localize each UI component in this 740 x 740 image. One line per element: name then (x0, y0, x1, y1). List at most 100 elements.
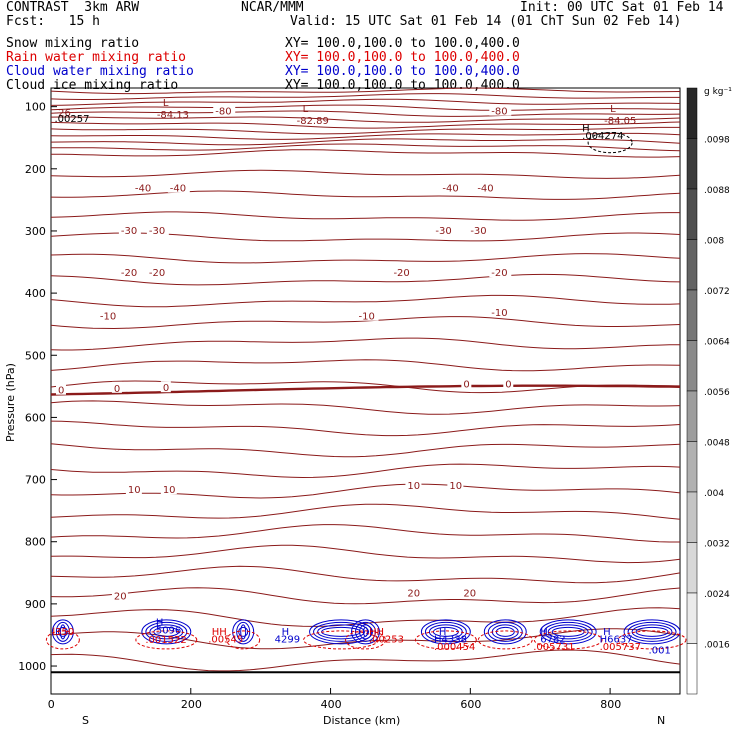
field-annotation: 5096 (156, 626, 181, 637)
isotherm-line (50, 87, 681, 95)
rain-water-contour (303, 630, 379, 650)
isotherm-label: -10 (491, 308, 507, 319)
isotherm-line (50, 143, 681, 152)
field-annotation: H6637 (600, 634, 633, 645)
isotherm-label-bg (433, 223, 456, 235)
rain-water-contour (414, 630, 477, 650)
field-annotation: H (439, 627, 447, 638)
isotherm-line (50, 98, 681, 106)
isotherm-line (50, 190, 681, 200)
field-annotation: .000454 (434, 642, 475, 653)
colorbar-swatch (686, 390, 698, 442)
cloud-ice-contour (587, 132, 633, 154)
field-annotation: -26 (54, 108, 70, 119)
isotherm-label-bg (146, 223, 169, 235)
isotherm-label: 20 (463, 588, 476, 599)
low-value: -84.05 (604, 116, 636, 127)
isotherm-label-bg (55, 383, 66, 395)
cloud-water-contour (547, 624, 589, 640)
isotherm-label: -20 (491, 268, 507, 279)
cloud-water-contour (363, 626, 368, 637)
isotherm-label-bg (405, 586, 422, 598)
isotherm-label-bg (461, 586, 478, 598)
y-tick-label: 900 (25, 598, 46, 611)
isotherm-label-bg (440, 181, 463, 193)
colorbar-swatch (686, 441, 698, 493)
isotherm-line (50, 565, 681, 584)
isotherm-label: -10 (359, 312, 375, 323)
low-marker: L (163, 98, 169, 109)
isotherm-label-bg (475, 181, 498, 193)
isotherm-line (50, 121, 681, 129)
header-org: NCAR/MMM (241, 0, 304, 15)
isotherm-label-bg (356, 309, 379, 321)
colorbar-label: .0064 (704, 338, 730, 348)
isotherm-label: -40 (442, 184, 458, 195)
field-snow-xy: XY= 100.0,100.0 to 100.0,400.0 (285, 36, 520, 51)
field-cloudwater-xy: XY= 100.0,100.0 to 100.0,400.0 (285, 64, 520, 79)
isotherm-label: -30 (435, 226, 451, 237)
x-axis-title: Distance (km) (323, 714, 400, 727)
colorbar-label: .0032 (704, 540, 730, 550)
isotherm-line (50, 544, 681, 564)
cloud-water-contour (420, 619, 471, 645)
colorbar-unit: g kg⁻¹ (704, 87, 732, 97)
colorbar-swatch (686, 340, 698, 392)
field-annotation: H (156, 618, 164, 629)
isotherm-label-bg (97, 309, 120, 321)
x-tick-label: 600 (460, 698, 481, 711)
header-forecast: Fcst: 15 h (6, 14, 100, 29)
y-tick-label: 200 (25, 163, 46, 176)
colorbar-swatch (686, 239, 698, 291)
isotherm-line (50, 483, 681, 499)
cloud-water-contour (543, 621, 593, 642)
isotherm-label: 20 (114, 591, 127, 602)
freezing-level-line (50, 384, 681, 396)
field-annotation: H4338 (434, 634, 467, 645)
field-annotation: .001 (649, 646, 671, 657)
isotherm-label-bg (118, 223, 141, 235)
y-tick-label: 700 (25, 474, 46, 487)
isotherm-label: 0 (114, 384, 120, 395)
field-cloudice-name: Cloud ice mixing ratio (6, 78, 179, 93)
cloud-water-contour (424, 621, 467, 642)
isotherm-line (50, 169, 681, 179)
rain-water-contour (45, 630, 80, 650)
colorbar-swatch (686, 188, 698, 240)
isotherm-line (50, 149, 681, 158)
field-annotation: .00545 (208, 634, 243, 645)
rain-water-contour (135, 630, 198, 650)
colorbar-label: .008 (704, 237, 724, 247)
cloud-water-contour (238, 626, 249, 637)
isotherm-line (50, 587, 681, 605)
rain-water-contour (477, 630, 533, 650)
isotherm-label: -30 (470, 226, 486, 237)
colorbar-swatch (686, 138, 698, 190)
isotherm-line (50, 116, 681, 123)
isotherm-label-bg (489, 305, 512, 317)
rain-water-contour (226, 630, 261, 650)
field-annotation: .005737 (600, 642, 641, 653)
rain-water-contour (345, 630, 386, 650)
isotherm-label-bg (146, 266, 169, 278)
isotherm-label: -80 (215, 107, 231, 118)
x-tick-label: 200 (181, 698, 202, 711)
isotherm-label: -40 (170, 184, 186, 195)
field-annotation: HH (212, 627, 227, 638)
rain-water-contour (533, 630, 603, 650)
cloud-water-contour (57, 626, 68, 637)
isotherm-label-bg (132, 181, 155, 193)
x-tick-label: 0 (48, 698, 55, 711)
field-annotation: .00253 (369, 634, 404, 645)
field-annotation: H (582, 124, 590, 135)
colorbar-swatch (686, 643, 698, 695)
colorbar-label: .0016 (704, 641, 730, 651)
colorbar-swatch (686, 87, 698, 139)
colorbar-swatch (686, 491, 698, 543)
field-rain-xy: XY= 100.0,100.0 to 100.0,400.0 (285, 50, 520, 65)
isotherm-label: -80 (491, 107, 507, 118)
rain-water-contour (617, 630, 687, 650)
isotherm-line (50, 503, 681, 520)
cloud-water-contour (141, 619, 192, 645)
isotherm-lines (50, 87, 681, 672)
